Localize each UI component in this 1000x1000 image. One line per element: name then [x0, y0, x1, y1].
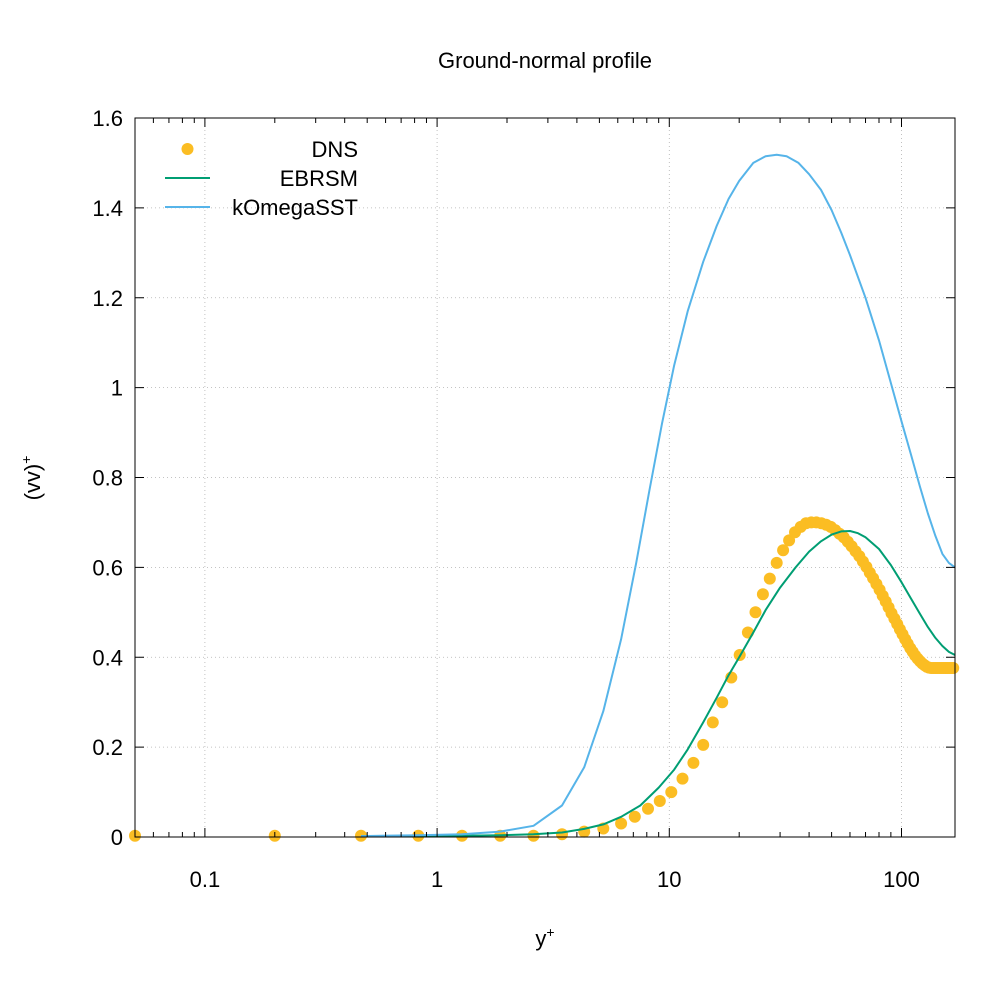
data-point-dns	[653, 795, 666, 807]
y-tick-label: 0.6	[92, 555, 123, 580]
x-axis-label-sup: +	[546, 924, 554, 940]
grid-lines	[135, 118, 955, 837]
y-tick-label: 0.2	[92, 735, 123, 760]
data-point-dns	[642, 802, 654, 815]
data-point-dns	[763, 572, 776, 585]
y-tick-label: 1.6	[92, 106, 123, 131]
y-tick-label: 1	[111, 376, 123, 401]
x-tick-label: 10	[657, 867, 681, 892]
legend-label-dns: DNS	[312, 137, 358, 162]
series-layer	[129, 153, 960, 842]
x-tick-label: 1	[431, 867, 443, 892]
legend-marker-dns	[181, 143, 194, 155]
x-tick-label: 0.1	[190, 867, 221, 892]
y-tick-label: 0.8	[92, 466, 123, 491]
data-point-dns	[527, 829, 540, 842]
legend: DNS EBRSM kOmegaSST	[165, 137, 358, 220]
data-point-dns	[756, 588, 769, 601]
data-point-dns	[556, 828, 568, 841]
data-point-dns	[947, 662, 960, 674]
series-line-ebrsm	[361, 530, 956, 838]
legend-label-komegasst: kOmegaSST	[232, 195, 358, 220]
data-point-dns	[777, 544, 790, 557]
x-tick-label: 100	[883, 867, 920, 892]
data-point-dns	[665, 786, 678, 799]
data-point-dns	[697, 738, 710, 751]
data-point-dns	[770, 556, 783, 569]
data-point-dns	[749, 606, 762, 619]
y-axis-label: (vv)+	[18, 456, 45, 501]
chart-title: Ground-normal profile	[438, 48, 652, 73]
data-point-dns	[615, 817, 628, 830]
data-point-dns	[676, 772, 689, 785]
y-tick-label: 1.4	[92, 196, 123, 221]
y-axis-label-base: (vv)	[20, 464, 45, 501]
y-tick-label: 0.4	[92, 645, 123, 670]
axis-ticks: 0 0.2 0.4 0.6 0.8 1 1.2 1.4 1.6 0.1 1 10 100	[92, 106, 955, 892]
y-tick-label: 1.2	[92, 286, 123, 311]
data-point-dns	[706, 716, 719, 729]
x-axis-label-base: y	[535, 926, 546, 951]
series-line-komegasst	[360, 153, 956, 838]
data-point-dns	[716, 696, 729, 709]
y-tick-label: 0	[111, 825, 123, 850]
series-dns	[129, 516, 960, 842]
legend-label-ebrsm: EBRSM	[280, 166, 358, 191]
data-point-dns	[687, 756, 700, 769]
data-point-dns	[628, 810, 641, 823]
data-point-dns	[741, 626, 754, 639]
y-axis-label-sup: +	[18, 456, 34, 464]
x-axis-label: y+	[535, 924, 554, 951]
